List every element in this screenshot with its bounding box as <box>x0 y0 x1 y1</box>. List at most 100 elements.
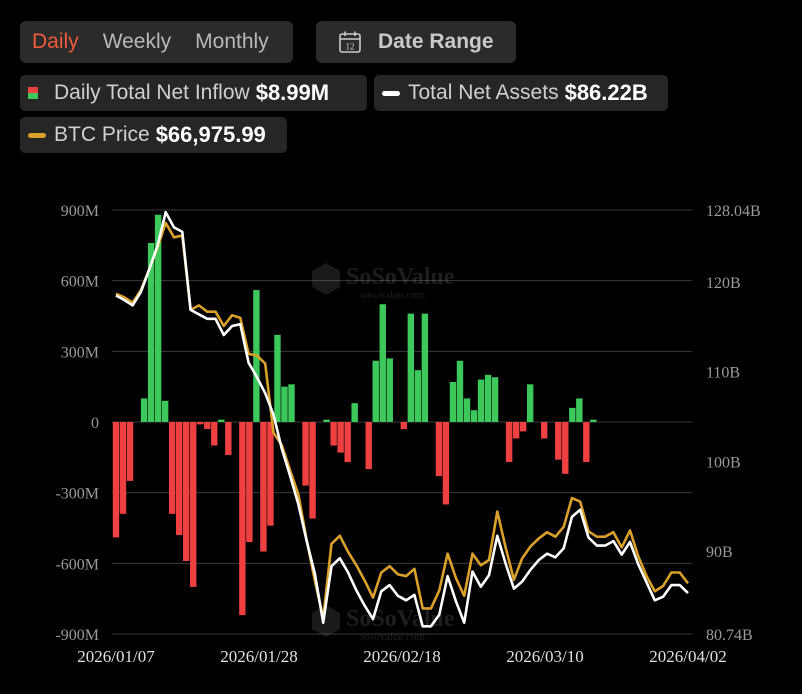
inflow-bar <box>225 422 232 455</box>
inflow-bar <box>197 422 204 425</box>
inflow-bar <box>442 422 450 505</box>
inflow-bar <box>239 422 246 616</box>
btc-price-line <box>115 221 690 620</box>
inflow-bar <box>407 313 415 422</box>
legend-assets-value: $86.22B <box>564 80 648 105</box>
tab-monthly[interactable]: Monthly <box>195 30 269 53</box>
y-left-tick-label: 300M <box>61 344 99 361</box>
inflow-bar <box>175 422 183 536</box>
calendar-icon-number: 12 <box>346 42 355 52</box>
inflow-bar <box>246 422 253 543</box>
inflow-bar <box>323 419 330 422</box>
x-tick-label: 2026/04/02 <box>649 647 726 666</box>
y-right-tick-label: 128.04B <box>706 203 761 220</box>
inflow-bar <box>477 379 485 422</box>
legend-assets[interactable]: Total Net Assets $86.22B <box>374 75 668 111</box>
inflow-bar <box>569 407 576 422</box>
inflow-bar <box>190 422 197 587</box>
inflow-bar <box>126 422 134 481</box>
inflow-bar <box>267 422 274 526</box>
watermark-url: sosovalue.com <box>360 631 426 643</box>
inflow-bar <box>555 422 562 460</box>
inflow-bar <box>505 422 513 463</box>
legend-btc-value: $66,975.99 <box>155 122 266 147</box>
inflow-bar <box>562 422 569 474</box>
inflow-bar <box>590 419 597 422</box>
inflow-bar <box>400 422 408 430</box>
y-right-tick-label: 110B <box>706 365 740 382</box>
inflow-bar <box>576 398 583 422</box>
inflow-bar <box>379 304 386 422</box>
y-left-tick-label: 600M <box>61 274 99 291</box>
inflow-bar <box>281 386 288 422</box>
watermark-name: SoSoValue <box>346 264 455 290</box>
y-left-tick-label: -300M <box>55 486 99 503</box>
inflow-bar <box>168 422 176 514</box>
inflow-bar <box>147 242 155 422</box>
inflow-bar <box>260 422 267 552</box>
inflow-bar <box>484 374 492 422</box>
inflow-bar <box>463 398 471 422</box>
y-right-tick-label: 90B <box>706 544 733 561</box>
inflow-bar <box>302 422 309 486</box>
watermark-logo-icon <box>312 605 340 637</box>
inflow-bar <box>421 313 429 422</box>
y-right-tick-label: 100B <box>706 454 741 471</box>
inflow-bar <box>218 419 225 422</box>
legend-inflow[interactable]: Daily Total Net Inflow $8.99M <box>20 75 367 111</box>
y-left-tick-label: 0 <box>91 415 99 432</box>
y-left-tick-label: -600M <box>55 556 99 573</box>
inflow-bar <box>512 422 520 439</box>
inflow-bar <box>140 398 148 422</box>
tab-weekly[interactable]: Weekly <box>102 30 172 53</box>
watermark-name: SoSoValue <box>346 606 455 632</box>
watermark-logo-icon <box>312 263 340 295</box>
legend-inflow-value: $8.99M <box>255 80 330 105</box>
inflow-bar <box>204 422 211 430</box>
x-tick-label: 2026/01/28 <box>220 647 297 666</box>
y-left-tick-label: 900M <box>61 203 99 220</box>
legend-inflow-label: Daily Total Net Inflow <box>54 81 250 104</box>
inflow-bar <box>161 400 169 422</box>
btc-swatch <box>28 132 46 138</box>
date-range-button[interactable]: 12 Date Range <box>316 21 516 63</box>
inflow-bar <box>288 384 295 422</box>
inflow-bar <box>386 358 393 422</box>
x-tick-label: 2026/02/18 <box>363 647 440 666</box>
inflow-bar <box>119 422 127 514</box>
legend-btc-label: BTC Price <box>54 123 150 146</box>
inflow-bar <box>274 334 281 422</box>
date-range-label: Date Range <box>378 30 494 53</box>
calendar-icon: 12 <box>339 31 361 53</box>
period-tabs: Daily Weekly Monthly <box>20 21 293 63</box>
y-left-tick-label: -900M <box>55 627 99 644</box>
y-right-tick-label: 80.74B <box>706 627 753 644</box>
inflow-bar <box>583 422 590 463</box>
inflow-bar <box>526 384 534 422</box>
inflow-bar <box>449 381 457 422</box>
inflow-bar <box>365 422 372 470</box>
inflow-bar <box>414 370 422 422</box>
inflow-bar <box>309 422 316 519</box>
assets-swatch <box>382 90 400 96</box>
inflow-bar <box>456 360 464 422</box>
inflow-bar <box>372 360 379 422</box>
legend-assets-label: Total Net Assets <box>408 81 559 104</box>
tab-daily[interactable]: Daily <box>32 30 79 53</box>
inflow-bar <box>154 214 162 422</box>
x-tick-label: 2026/01/07 <box>77 647 155 666</box>
inflow-bar <box>337 422 344 453</box>
total-net-assets-line <box>115 210 689 628</box>
inflow-bar <box>211 422 218 446</box>
inflow-bar <box>183 422 190 561</box>
legend-btc[interactable]: BTC Price $66,975.99 <box>20 117 287 153</box>
inflow-bar <box>519 422 527 432</box>
inflow-bar <box>351 403 358 422</box>
inflow-bar <box>112 422 120 538</box>
y-right-tick-label: 120B <box>706 275 741 292</box>
x-tick-label: 2026/03/10 <box>506 647 583 666</box>
inflow-bar <box>491 377 499 422</box>
watermark-url: sosovalue.com <box>360 289 426 301</box>
